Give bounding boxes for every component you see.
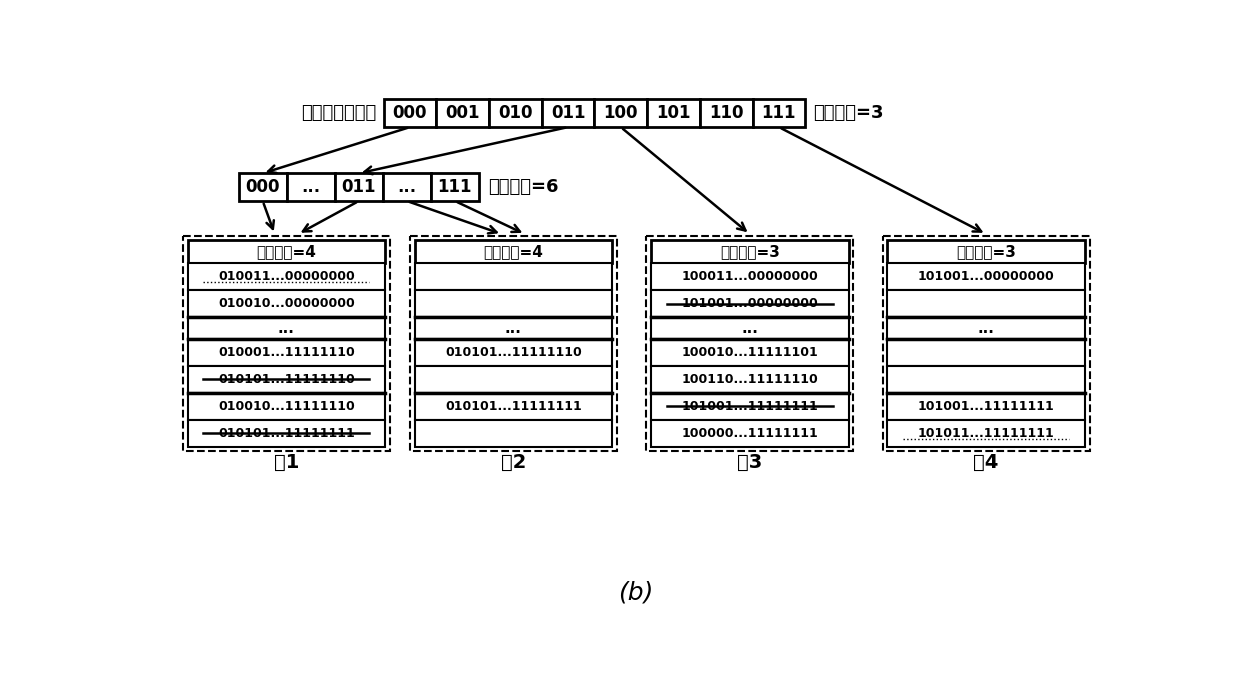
Bar	[753, 100, 805, 127]
Bar	[187, 365, 386, 393]
Text: 基数树结构目录: 基数树结构目录	[300, 104, 376, 122]
Bar	[238, 173, 286, 201]
Text: 010: 010	[498, 104, 533, 122]
Text: ...: ...	[742, 321, 758, 335]
Bar	[414, 317, 613, 339]
Text: 100: 100	[604, 104, 639, 122]
Text: 局部深度=3: 局部深度=3	[720, 245, 780, 259]
Text: 111: 111	[438, 178, 472, 196]
Bar	[436, 100, 489, 127]
Bar	[651, 240, 848, 263]
Bar	[414, 420, 613, 447]
Text: 101001...00000000: 101001...00000000	[918, 271, 1054, 283]
Bar	[651, 317, 848, 339]
Bar	[414, 393, 613, 420]
Bar	[383, 173, 432, 201]
Text: ...: ...	[505, 321, 522, 335]
Text: ...: ...	[978, 321, 994, 335]
Bar	[647, 100, 699, 127]
Text: 011: 011	[551, 104, 585, 122]
Text: ...: ...	[397, 178, 417, 196]
Text: 010010...00000000: 010010...00000000	[218, 297, 355, 311]
Text: 101: 101	[656, 104, 691, 122]
Bar	[187, 240, 386, 263]
Bar	[888, 317, 1085, 339]
Bar	[187, 420, 386, 447]
Text: 100000...11111111: 100000...11111111	[682, 427, 818, 440]
Text: 010001...11111110: 010001...11111110	[218, 346, 355, 359]
Text: ...: ...	[301, 178, 320, 196]
Bar	[542, 100, 594, 127]
Bar	[286, 173, 335, 201]
Text: 101001...11111111: 101001...11111111	[918, 400, 1054, 413]
Text: 000: 000	[393, 104, 428, 122]
Bar	[414, 365, 613, 393]
Bar	[594, 100, 647, 127]
Bar	[651, 339, 848, 365]
Text: 010101...11111110: 010101...11111110	[445, 346, 582, 359]
Bar	[414, 263, 613, 291]
Bar	[335, 173, 383, 201]
Bar	[184, 236, 389, 451]
Text: 局部深度=3: 局部深度=3	[956, 245, 1016, 259]
Text: 101001...11111111: 101001...11111111	[682, 400, 818, 413]
Bar	[888, 263, 1085, 291]
Text: ...: ...	[278, 321, 295, 335]
Text: 011: 011	[341, 178, 376, 196]
Text: 全局深度=3: 全局深度=3	[813, 104, 883, 122]
Text: 局部深度=4: 局部深度=4	[484, 245, 543, 259]
Bar	[489, 100, 542, 127]
Bar	[383, 100, 436, 127]
Bar	[187, 263, 386, 291]
Bar	[651, 365, 848, 393]
Bar	[414, 339, 613, 365]
Bar	[646, 236, 853, 451]
Bar	[414, 291, 613, 317]
Text: 010010...11111110: 010010...11111110	[218, 400, 355, 413]
Text: 010011...00000000: 010011...00000000	[218, 271, 355, 283]
Text: 001: 001	[445, 104, 480, 122]
Bar	[883, 236, 1090, 451]
Bar	[888, 339, 1085, 365]
Text: 101011...11111111: 101011...11111111	[918, 427, 1054, 440]
Text: 100011...00000000: 100011...00000000	[682, 271, 818, 283]
Bar	[651, 420, 848, 447]
Bar	[432, 173, 479, 201]
Bar	[699, 100, 753, 127]
Text: 段2: 段2	[501, 453, 526, 471]
Bar	[888, 365, 1085, 393]
Bar	[651, 291, 848, 317]
Text: 局部深度=4: 局部深度=4	[257, 245, 316, 259]
Text: 000: 000	[246, 178, 280, 196]
Text: 段1: 段1	[274, 453, 299, 471]
Text: 110: 110	[709, 104, 744, 122]
Bar	[187, 339, 386, 365]
Text: 101001...00000000: 101001...00000000	[682, 297, 818, 311]
Bar	[888, 240, 1085, 263]
Text: 010101...11111111: 010101...11111111	[445, 400, 582, 413]
Text: 段3: 段3	[738, 453, 763, 471]
Bar	[651, 393, 848, 420]
Text: 111: 111	[761, 104, 796, 122]
Bar	[651, 263, 848, 291]
Text: 010101...11111110: 010101...11111110	[218, 373, 355, 386]
Bar	[888, 393, 1085, 420]
Bar	[888, 291, 1085, 317]
Text: 010101...11111111: 010101...11111111	[218, 427, 355, 440]
Text: 段4: 段4	[973, 453, 999, 471]
Bar	[187, 393, 386, 420]
Text: (b): (b)	[618, 581, 653, 604]
Bar	[888, 420, 1085, 447]
Text: 100110...11111110: 100110...11111110	[682, 373, 818, 386]
Text: 100010...11111101: 100010...11111101	[682, 346, 818, 359]
Bar	[410, 236, 618, 451]
Bar	[187, 291, 386, 317]
Text: 全局深度=6: 全局深度=6	[489, 178, 559, 196]
Bar	[414, 240, 613, 263]
Bar	[187, 317, 386, 339]
